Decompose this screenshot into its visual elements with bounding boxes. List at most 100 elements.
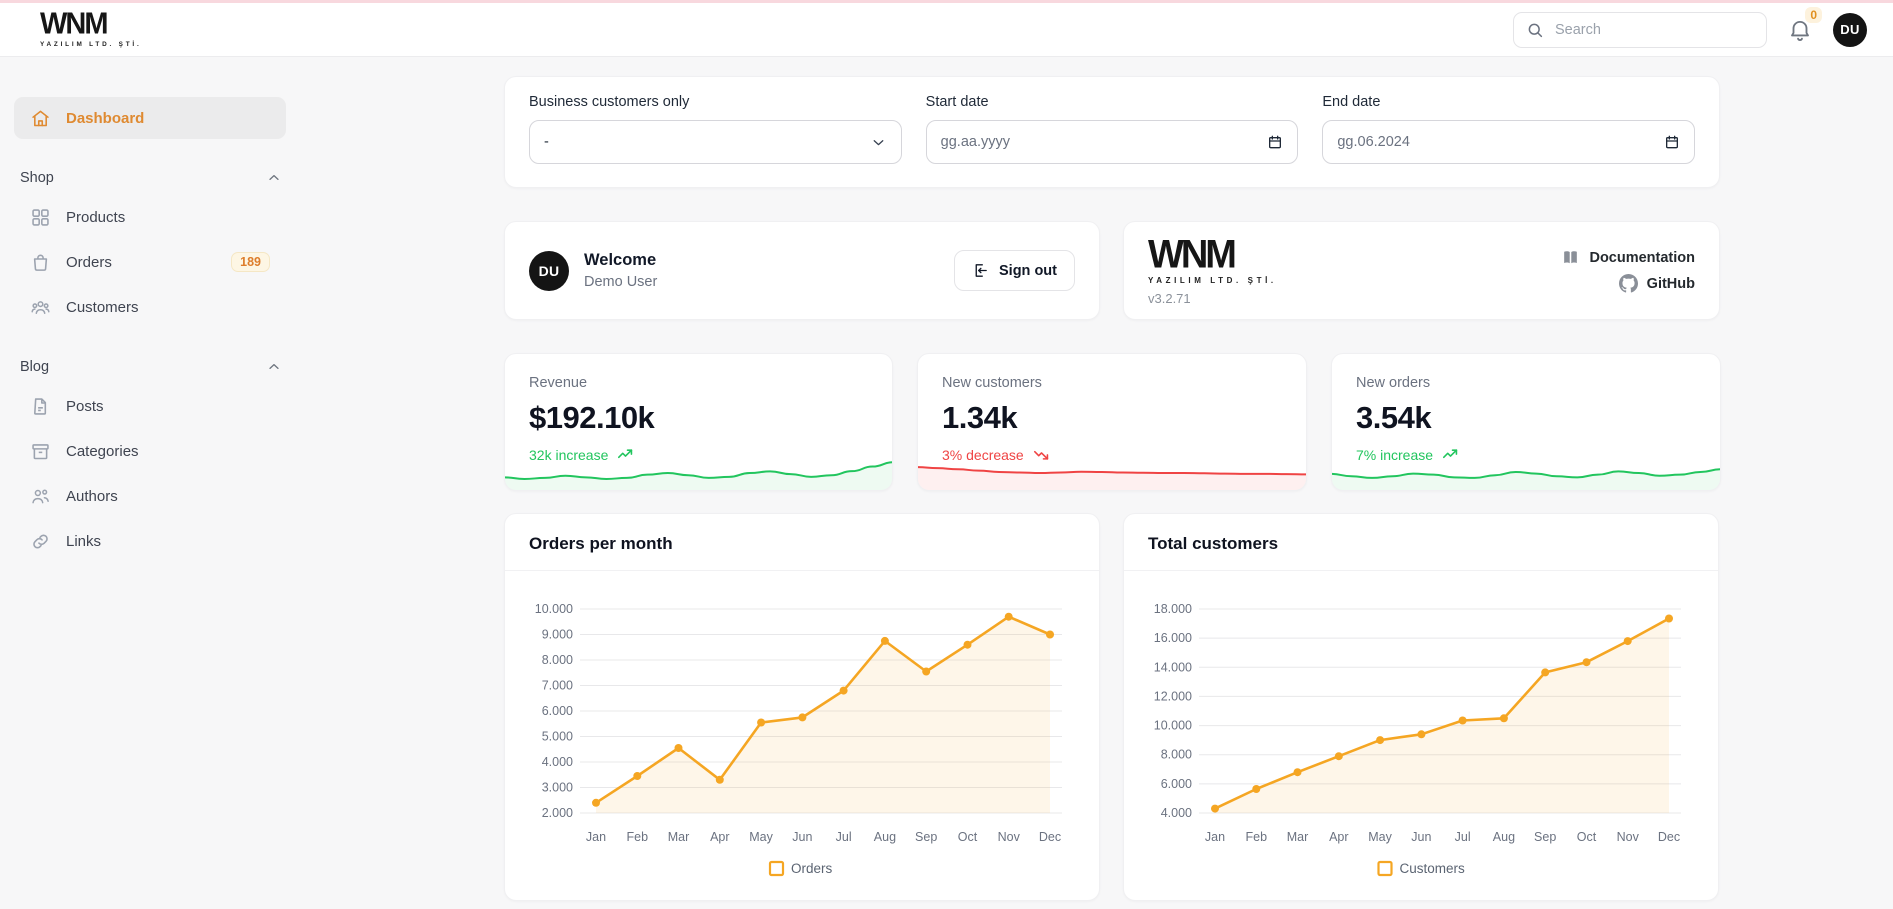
app-logo[interactable]: WNM YAZILIM LTD. ŞTİ.: [40, 7, 142, 48]
welcome-texts: Welcome Demo User: [584, 251, 657, 290]
sidebar: Dashboard Shop Products Orders 189 Custo…: [0, 57, 300, 565]
logo-subtext: YAZILIM LTD. ŞTİ.: [1148, 275, 1277, 285]
end-date-input[interactable]: gg.06.2024: [1322, 120, 1696, 164]
documentation-link[interactable]: Documentation: [1561, 248, 1695, 267]
stat-label: New customers: [942, 375, 1042, 391]
svg-text:5.000: 5.000: [542, 730, 573, 744]
stat-delta-text: 3% decrease: [942, 446, 1024, 463]
sidebar-item-customers[interactable]: Customers: [14, 286, 286, 328]
sign-out-icon: [975, 264, 987, 277]
logo-text: WNM: [1148, 232, 1237, 277]
calendar-icon[interactable]: [1664, 134, 1680, 150]
filter-label: Business customers only: [529, 94, 690, 110]
sidebar-section-blog[interactable]: Blog: [20, 359, 282, 375]
sidebar-section-shop[interactable]: Shop: [20, 170, 282, 186]
version-info: WNM YAZILIM LTD. ŞTİ. v3.2.71: [1148, 232, 1277, 305]
welcome-card: DU Welcome Demo User Sign out: [504, 221, 1100, 320]
sidebar-item-orders[interactable]: Orders 189: [14, 241, 286, 283]
svg-text:6.000: 6.000: [1161, 777, 1192, 791]
user-avatar[interactable]: DU: [1833, 12, 1867, 47]
svg-text:Nov: Nov: [998, 830, 1021, 844]
svg-text:Apr: Apr: [1329, 830, 1348, 844]
filter-card: Business customers only - Start date gg.…: [504, 76, 1720, 188]
logo-text: WNM: [40, 7, 108, 42]
sidebar-item-label: Customers: [66, 298, 139, 316]
date-value: gg.06.2024: [1337, 134, 1410, 150]
stat-delta: 7% increase: [1356, 445, 1696, 464]
chart-title: Total customers: [1124, 514, 1718, 571]
svg-text:Jan: Jan: [1205, 830, 1225, 844]
sign-out-button[interactable]: Sign out: [954, 250, 1075, 291]
users-icon: [32, 489, 49, 503]
svg-text:Mar: Mar: [1287, 830, 1309, 844]
notifications-button[interactable]: 0: [1787, 6, 1822, 43]
svg-text:Jul: Jul: [1455, 830, 1471, 844]
orders-count-badge: 189: [231, 252, 270, 272]
date-value: gg.aa.yyyy: [940, 134, 1010, 150]
sidebar-item-categories[interactable]: Categories: [14, 430, 286, 472]
svg-text:Apr: Apr: [710, 830, 729, 844]
stat-delta: 3% decrease: [942, 445, 1282, 464]
sidebar-item-products[interactable]: Products: [14, 196, 286, 238]
svg-text:12.000: 12.000: [1154, 689, 1192, 703]
svg-text:18.000: 18.000: [1154, 602, 1192, 616]
trend-up-icon: [618, 449, 633, 459]
svg-text:Aug: Aug: [874, 830, 896, 844]
shopping-bag-icon: [33, 254, 48, 271]
header: WNM YAZILIM LTD. ŞTİ. 0 DU: [0, 3, 1893, 57]
sidebar-item-label: Posts: [66, 397, 104, 415]
home-icon: [32, 110, 49, 126]
business-customers-select[interactable]: -: [529, 120, 902, 164]
total-customers-chart[interactable]: 4.000 6.000 8.000 10.000 12.000 14.000 16.000 1…: [1147, 583, 1695, 883]
svg-text:Jan: Jan: [586, 830, 606, 844]
filter-start-date: Start date gg.aa.yyyy: [925, 94, 1299, 170]
svg-text:Jul: Jul: [836, 830, 852, 844]
svg-text:May: May: [749, 830, 773, 844]
filter-label: End date: [1322, 94, 1381, 110]
search-box[interactable]: [1513, 11, 1767, 48]
svg-text:Oct: Oct: [958, 830, 978, 844]
svg-text:2.000: 2.000: [542, 806, 573, 820]
svg-text:8.000: 8.000: [542, 653, 573, 667]
search-input[interactable]: [1553, 20, 1754, 39]
main-content: Business customers only - Start date gg.…: [504, 76, 1721, 901]
user-avatar: DU: [529, 250, 569, 291]
stat-label: New orders: [1356, 375, 1431, 391]
chart-title: Orders per month: [505, 514, 1099, 571]
top-accent-bar: [0, 0, 1893, 3]
sidebar-item-label: Products: [66, 208, 126, 226]
trend-up-icon: [1443, 449, 1458, 459]
welcome-user-name: Demo User: [584, 274, 658, 290]
stat-card-new-customers: New customers 1.34k 3% decrease: [917, 353, 1307, 491]
svg-text:10.000: 10.000: [535, 602, 573, 616]
start-date-input[interactable]: gg.aa.yyyy: [925, 120, 1299, 164]
sidebar-item-authors[interactable]: Authors: [14, 475, 286, 517]
svg-text:4.000: 4.000: [542, 755, 573, 769]
sign-out-label: Sign out: [999, 262, 1057, 279]
svg-text:Sep: Sep: [915, 830, 937, 844]
svg-text:Feb: Feb: [626, 830, 648, 844]
filter-label: Start date: [925, 94, 989, 110]
calendar-icon[interactable]: [1267, 134, 1283, 150]
sidebar-item-label: Dashboard: [66, 109, 145, 127]
svg-text:10.000: 10.000: [1154, 719, 1192, 733]
svg-text:16.000: 16.000: [1154, 631, 1192, 645]
stat-label: Revenue: [529, 375, 588, 391]
orders-per-month-chart[interactable]: 2.000 3.000 4.000 5.000 6.000 7.000 8.000 9.000…: [528, 583, 1076, 883]
svg-text:Oct: Oct: [1577, 830, 1597, 844]
svg-text:Dec: Dec: [1658, 830, 1680, 844]
github-link[interactable]: GitHub: [1618, 274, 1695, 293]
stat-value: $192.10k: [529, 400, 655, 435]
sidebar-item-posts[interactable]: Posts: [14, 385, 286, 427]
svg-text:4.000: 4.000: [1161, 806, 1192, 820]
sidebar-item-links[interactable]: Links: [14, 520, 286, 562]
sidebar-item-label: Categories: [66, 442, 139, 460]
svg-text:7.000: 7.000: [542, 679, 573, 693]
orders-per-month-chart-card: Orders per month 2.000 3.000 4.000 5.000 6.0…: [504, 513, 1100, 901]
notification-count-badge: 0: [1805, 6, 1822, 23]
sidebar-item-label: Authors: [66, 487, 118, 505]
svg-text:8.000: 8.000: [1161, 748, 1192, 762]
sidebar-item-dashboard[interactable]: Dashboard: [14, 97, 286, 139]
svg-text:Sep: Sep: [1534, 830, 1556, 844]
filter-end-date: End date gg.06.2024: [1322, 94, 1696, 170]
